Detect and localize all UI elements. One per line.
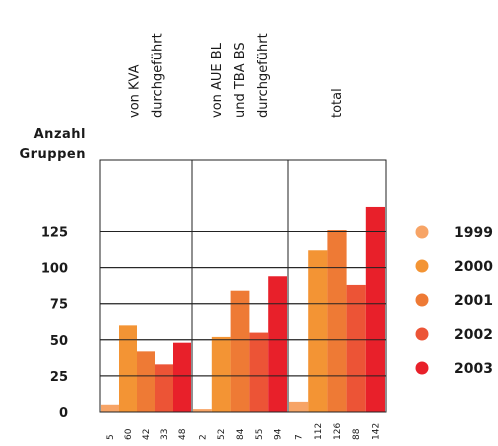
legend-marker-1999 [415, 225, 429, 239]
bar-2000-group-1 [119, 325, 137, 412]
plot-frame [99, 159, 387, 413]
bar-1999-group-1 [101, 404, 119, 412]
y-tick-label: 75 [50, 298, 68, 313]
legend-label: 1999 [454, 225, 493, 241]
value-label: 7 [295, 434, 305, 440]
y-axis-title-line: Anzahl [34, 127, 86, 142]
value-label: 60 [124, 428, 134, 440]
value-label: 142 [371, 423, 381, 440]
group-label: von KVA [128, 64, 143, 118]
value-label: 52 [217, 429, 227, 440]
y-tick-label: 0 [59, 406, 68, 421]
y-axis-title-line: Gruppen [19, 147, 86, 162]
legend-marker-2000 [415, 259, 429, 273]
bar-2003-group-2 [268, 276, 287, 412]
value-label: 55 [255, 429, 265, 440]
y-tick-label: 100 [41, 262, 68, 277]
value-label: 48 [178, 428, 188, 440]
legend-label: 2003 [454, 361, 493, 377]
legend: 1999 2000 2001 2002 2003 [415, 225, 493, 377]
value-labels: 5 60 42 33 48 2 52 84 55 94 7 112 126 88 142 [106, 423, 381, 440]
group-label: durchgeführt [151, 33, 166, 118]
y-tick-label: 125 [41, 226, 68, 241]
bar-1999-group-3 [289, 401, 309, 412]
bar-2001-group-1 [137, 351, 155, 412]
bar-2000-group-3 [308, 250, 328, 412]
legend-marker-2003 [415, 361, 429, 375]
bar-2001-group-2 [230, 290, 250, 412]
bars [101, 206, 385, 412]
bar-2002-group-3 [346, 284, 366, 412]
group-labels: von KVA durchgeführt von AUE BL und TBA BS d… [128, 33, 346, 118]
value-label: 126 [333, 423, 343, 440]
y-tick-label: 25 [50, 370, 68, 385]
bar-2002-group-1 [155, 364, 173, 412]
bar-2003-group-3 [365, 206, 385, 412]
legend-label: 2001 [454, 293, 493, 309]
bar-2003-group-1 [173, 342, 191, 412]
group-label: total [330, 88, 345, 118]
value-label: 42 [142, 429, 152, 440]
bar-2002-group-2 [249, 332, 269, 412]
plot-border [99, 159, 387, 413]
value-label: 112 [314, 423, 324, 440]
bar-2001-group-3 [327, 230, 347, 412]
legend-marker-2001 [415, 293, 429, 307]
group-label: und TBA BS [233, 42, 248, 118]
value-label: 94 [274, 428, 284, 440]
y-tick-labels: 0 25 50 75 100 125 [41, 226, 68, 422]
value-label: 88 [352, 428, 362, 440]
value-label: 84 [236, 428, 246, 440]
bar-2000-group-2 [211, 336, 231, 412]
value-label: 2 [198, 434, 208, 440]
legend-label: 2000 [454, 259, 493, 275]
y-axis-title: Anzahl Gruppen [19, 127, 86, 162]
legend-label: 2002 [454, 327, 493, 343]
legend-marker-2002 [415, 327, 429, 341]
y-tick-label: 50 [50, 334, 68, 349]
value-label: 33 [160, 429, 170, 440]
group-label: durchgeführt [256, 33, 271, 118]
value-label: 5 [106, 434, 116, 440]
group-label: von AUE BL [210, 42, 225, 118]
bar-1999-group-2 [193, 409, 212, 412]
